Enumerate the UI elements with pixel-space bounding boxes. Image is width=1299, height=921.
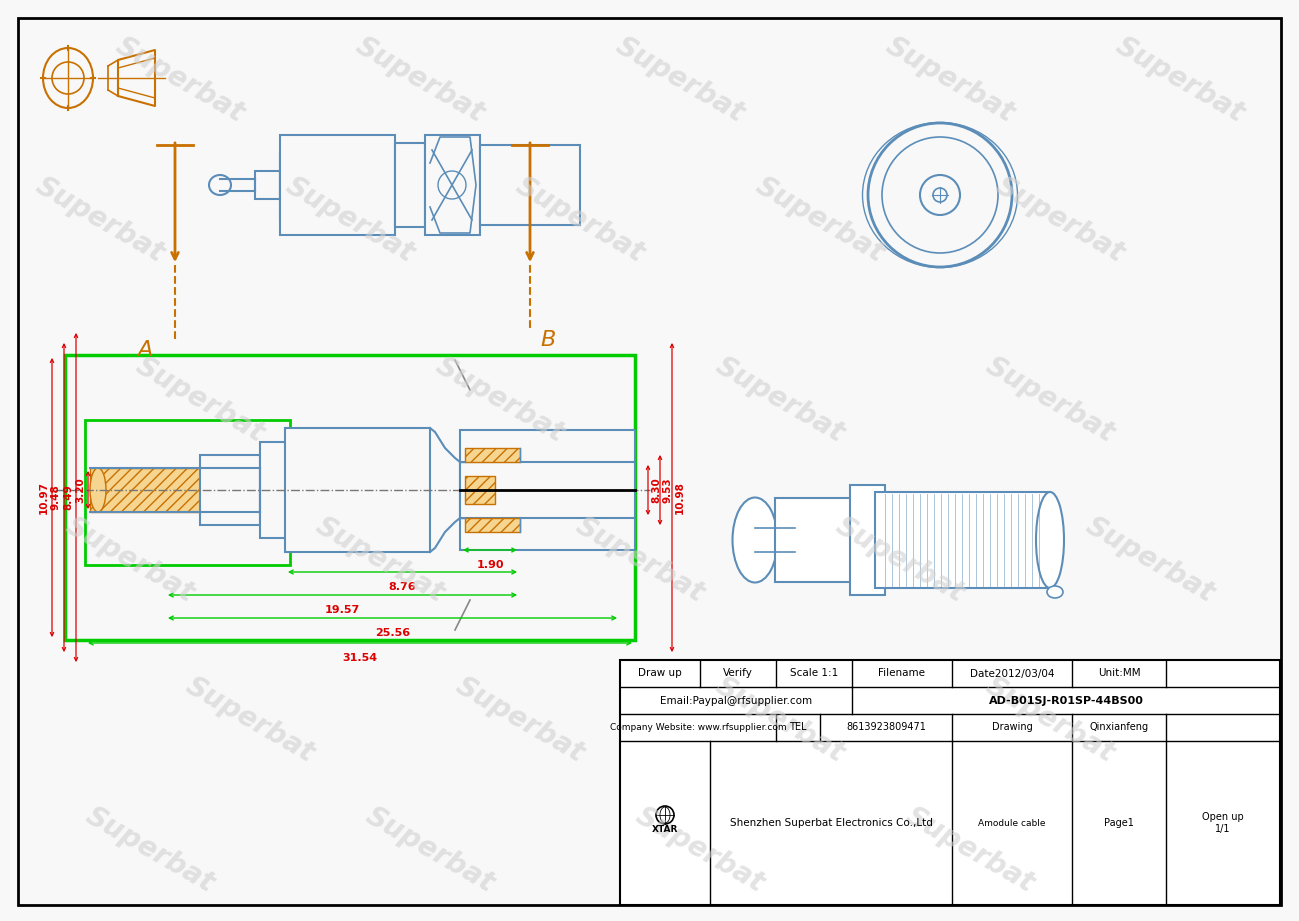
Text: Superbat: Superbat [181,672,320,768]
Text: B: B [540,330,555,350]
Text: A: A [138,340,152,360]
Bar [65,355,635,640]
Text: Date2012/03/04: Date2012/03/04 [970,669,1055,679]
Text: 3.20: 3.20 [75,477,84,503]
Bar [620,660,1280,905]
Text: Unit:MM: Unit:MM [1098,669,1141,679]
Text: Open up
1/1: Open up 1/1 [1202,812,1244,834]
Text: Scale 1:1: Scale 1:1 [790,669,838,679]
Bar [281,153,320,217]
Text: 10.97: 10.97 [39,481,49,514]
Text: Page1: Page1 [1104,818,1134,828]
Text: 8.49: 8.49 [62,484,73,510]
Bar [481,145,579,225]
Ellipse shape [90,468,107,512]
Text: Superbat: Superbat [61,512,199,608]
Bar [876,492,1050,588]
Ellipse shape [1047,586,1063,598]
Bar [284,428,430,552]
Text: Draw up: Draw up [638,669,682,679]
Text: 9.53: 9.53 [662,477,673,503]
Text: Superbat: Superbat [1111,32,1250,128]
Bar [260,442,300,538]
Text: Superbat: Superbat [711,672,850,768]
Text: Superbat: Superbat [981,672,1120,768]
Text: 9.48: 9.48 [51,484,61,510]
Text: Superbat: Superbat [131,352,269,449]
Text: Amodule cable: Amodule cable [978,819,1046,827]
Text: 10.98: 10.98 [675,481,685,514]
Text: Superbat: Superbat [310,512,449,608]
Ellipse shape [733,497,778,582]
Text: AD-B01SJ-R01SP-44BS00: AD-B01SJ-R01SP-44BS00 [989,695,1143,705]
Text: Superbat: Superbat [110,32,249,128]
Text: Superbat: Superbat [881,32,1020,128]
Text: Superbat: Superbat [361,802,499,898]
Bar [425,135,481,235]
Text: Superbat: Superbat [611,32,750,128]
Text: Superbat: Superbat [281,172,420,268]
Text: Superbat: Superbat [351,32,490,128]
Text: Superbat: Superbat [570,512,709,608]
Bar [281,135,395,235]
Text: Superbat: Superbat [830,512,969,608]
Text: Superbat: Superbat [431,352,569,449]
Text: Superbat: Superbat [981,352,1120,449]
Text: 8.30: 8.30 [651,477,661,503]
Text: Drawing: Drawing [991,722,1033,732]
Bar [465,518,520,532]
Bar [90,468,260,512]
Text: Superbat: Superbat [81,802,220,898]
Bar [850,485,885,595]
Text: Filename: Filename [878,669,925,679]
Text: 8.76: 8.76 [388,582,416,592]
Ellipse shape [1037,492,1064,588]
Bar [200,455,260,525]
Bar [460,462,635,518]
Bar [465,476,495,504]
Text: Superbat: Superbat [1081,512,1220,608]
Bar [460,430,635,550]
Text: 1.90: 1.90 [477,560,504,570]
Text: Superbat: Superbat [900,802,1039,898]
Text: Superbat: Superbat [991,172,1129,268]
Text: Superbat: Superbat [451,672,590,768]
Bar [395,143,425,227]
Text: XTAR: XTAR [652,824,678,834]
Text: Verify: Verify [724,669,753,679]
Text: Superbat: Superbat [711,352,850,449]
Text: Superbat: Superbat [630,802,769,898]
Text: 19.57: 19.57 [325,605,360,615]
Text: Superbat: Superbat [31,172,169,268]
Ellipse shape [209,175,231,195]
Bar [84,420,290,565]
Text: 8613923809471: 8613923809471 [846,722,926,732]
Text: Company Website: www.rfsupplier.com: Company Website: www.rfsupplier.com [609,723,786,732]
Bar [776,498,860,582]
Text: Qinxianfeng: Qinxianfeng [1090,722,1148,732]
Bar [465,448,520,462]
Text: Superbat: Superbat [511,172,650,268]
Text: Superbat: Superbat [751,172,890,268]
Text: 25.56: 25.56 [375,628,410,638]
Text: 31.54: 31.54 [343,653,378,663]
Text: Email:Paypal@rfsupplier.com: Email:Paypal@rfsupplier.com [660,695,812,705]
Bar [255,171,281,199]
Text: TEL: TEL [790,722,807,732]
Text: Shenzhen Superbat Electronics Co.,Ltd: Shenzhen Superbat Electronics Co.,Ltd [730,818,933,828]
